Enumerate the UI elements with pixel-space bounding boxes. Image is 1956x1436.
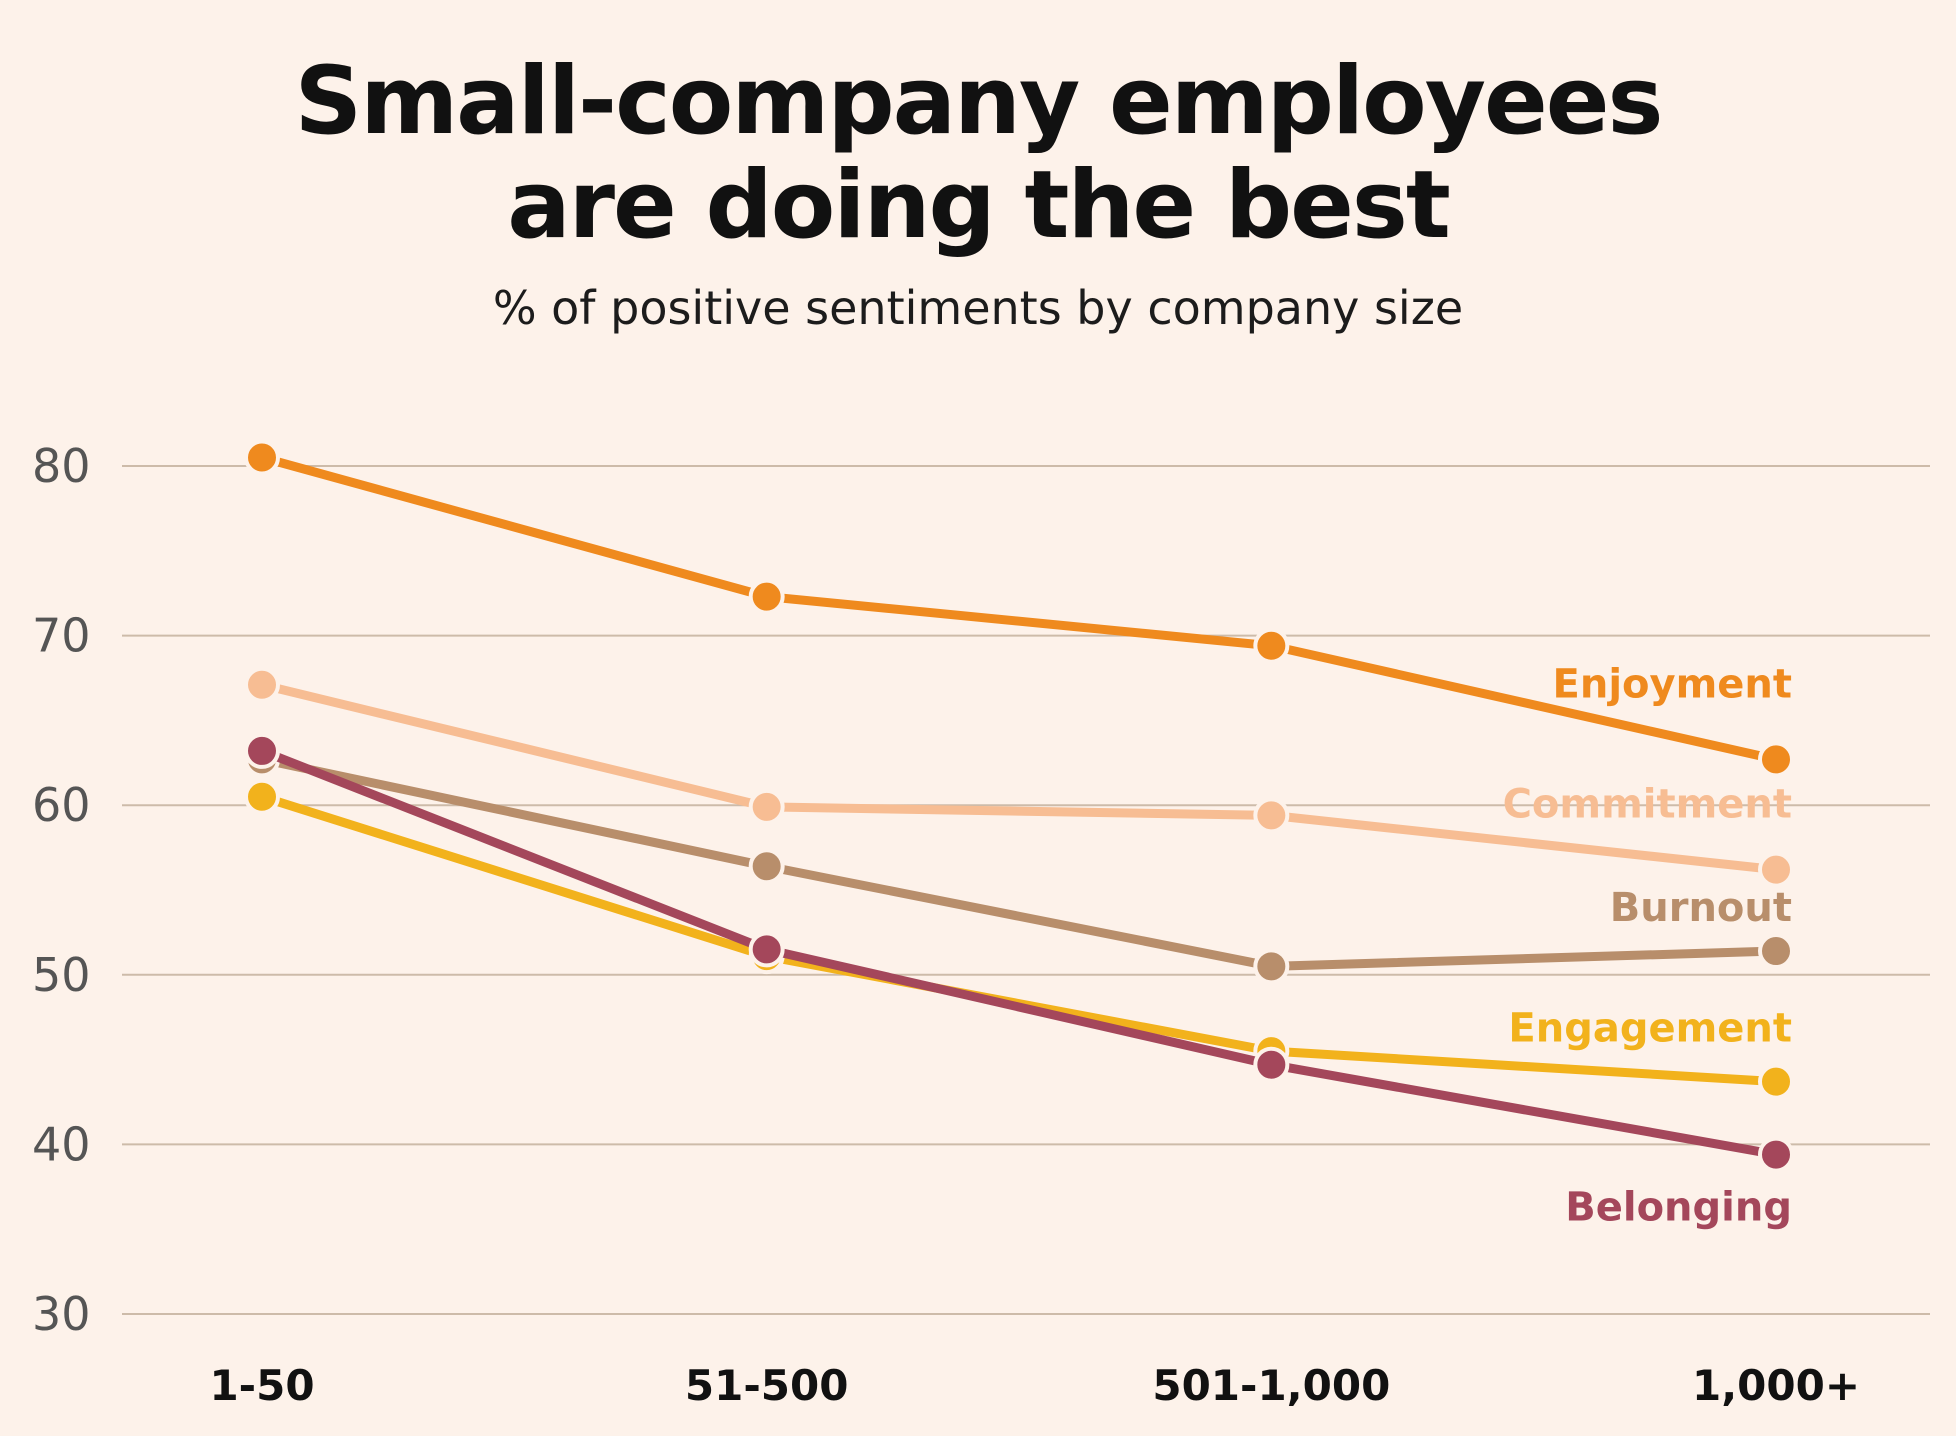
chart-header: Small-company employees are doing the be… bbox=[0, 50, 1956, 336]
series-enjoyment bbox=[244, 439, 1794, 778]
y-tick-label: 70 bbox=[32, 609, 91, 663]
data-point bbox=[1253, 797, 1290, 834]
gridlines bbox=[122, 465, 1930, 1315]
data-point bbox=[1758, 741, 1794, 778]
series-line bbox=[257, 746, 1781, 1160]
chart-title-line-1: Small-company employees bbox=[294, 47, 1664, 156]
data-point bbox=[244, 778, 280, 815]
data-point bbox=[244, 439, 280, 476]
y-tick-label: 60 bbox=[32, 778, 91, 832]
data-point bbox=[244, 732, 280, 769]
x-tick-label: 1-50 bbox=[209, 1361, 314, 1410]
data-point bbox=[1253, 948, 1290, 985]
data-point bbox=[1253, 627, 1290, 664]
data-point bbox=[748, 578, 785, 615]
series-group bbox=[244, 439, 1794, 1173]
series-commitment bbox=[244, 666, 1794, 888]
x-tick-label: 1,000+ bbox=[1692, 1361, 1860, 1410]
data-point bbox=[1253, 1046, 1290, 1083]
series-label: Belonging bbox=[1565, 1185, 1792, 1231]
series-line bbox=[257, 754, 1781, 971]
data-point bbox=[748, 788, 785, 825]
y-tick-label: 30 bbox=[32, 1287, 91, 1341]
series-label: Engagement bbox=[1508, 1006, 1792, 1052]
series-label: Enjoyment bbox=[1553, 661, 1792, 707]
chart-subtitle: % of positive sentiments by company size bbox=[492, 281, 1464, 335]
data-point bbox=[748, 848, 785, 885]
data-point bbox=[748, 931, 785, 968]
x-axis-ticks: 1-50 51-500 501-1,000 1,000+ bbox=[209, 1361, 1860, 1410]
y-tick-label: 40 bbox=[32, 1117, 91, 1171]
data-point bbox=[244, 666, 280, 703]
series-label: Burnout bbox=[1610, 885, 1792, 931]
data-point bbox=[1758, 1136, 1794, 1173]
data-point bbox=[1758, 933, 1794, 970]
data-point bbox=[1758, 1063, 1794, 1100]
y-axis-ticks: 80 70 60 50 40 30 bbox=[32, 439, 91, 1341]
chart-title-line-2: are doing the best bbox=[507, 151, 1451, 260]
y-tick-label: 80 bbox=[32, 439, 91, 493]
series-label: Commitment bbox=[1503, 782, 1792, 828]
series-belonging bbox=[244, 732, 1794, 1173]
x-tick-label: 51-500 bbox=[685, 1361, 849, 1410]
x-tick-label: 501-1,000 bbox=[1152, 1361, 1390, 1410]
series-labels: Enjoyment Commitment Burnout Engagement Belo… bbox=[1503, 661, 1792, 1230]
series-burnout bbox=[244, 741, 1794, 985]
series-line bbox=[257, 453, 1781, 764]
data-point bbox=[1758, 851, 1794, 888]
series-line bbox=[257, 680, 1781, 875]
y-tick-label: 50 bbox=[32, 948, 91, 1002]
